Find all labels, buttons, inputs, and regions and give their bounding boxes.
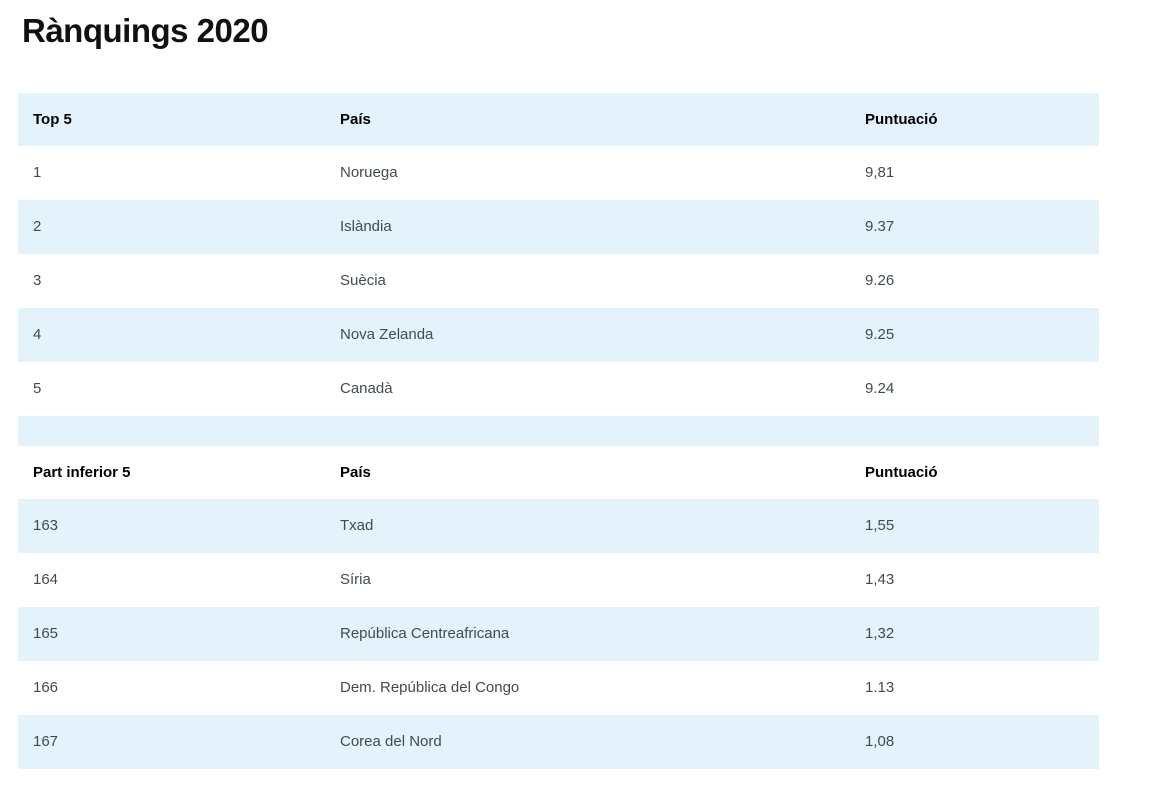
top-table-header-row: Top 5 País Puntuació bbox=[18, 92, 1099, 146]
cell-rank: 164 bbox=[33, 571, 59, 589]
cell-score: 9,81 bbox=[865, 164, 895, 182]
cell-country: Txad bbox=[340, 517, 374, 535]
cell-country: República Centreafricana bbox=[340, 625, 510, 643]
bottom-header-score: Puntuació bbox=[865, 463, 938, 481]
table-row: 5 Canadà 9.24 bbox=[18, 361, 1099, 416]
top-header-country: País bbox=[340, 110, 371, 128]
cell-country: Nova Zelanda bbox=[340, 326, 434, 344]
bottom-header-rank: Part inferior 5 bbox=[33, 463, 131, 481]
cell-rank: 167 bbox=[33, 733, 59, 751]
table-row: 165 República Centreafricana 1,32 bbox=[18, 606, 1099, 661]
cell-rank: 5 bbox=[33, 380, 42, 398]
cell-score: 9.25 bbox=[865, 326, 895, 344]
cell-rank: 1 bbox=[33, 164, 42, 182]
page-title: Rànquings 2020 bbox=[22, 12, 269, 49]
cell-country: Canadà bbox=[340, 380, 393, 398]
cell-score: 9.24 bbox=[865, 380, 895, 398]
cell-rank: 3 bbox=[33, 272, 42, 290]
table-row: 166 Dem. República del Congo 1.13 bbox=[18, 660, 1099, 715]
cell-score: 1,32 bbox=[865, 625, 895, 643]
cell-country: Islàndia bbox=[340, 218, 392, 236]
top-header-rank: Top 5 bbox=[33, 110, 72, 128]
cell-score: 1.13 bbox=[865, 679, 895, 697]
cell-score: 9.26 bbox=[865, 272, 895, 290]
cell-rank: 4 bbox=[33, 326, 42, 344]
cell-rank: 2 bbox=[33, 218, 42, 236]
bottom-table-header-row: Part inferior 5 País Puntuació bbox=[18, 445, 1099, 499]
rankings-table: Top 5 País Puntuació 1 Noruega 9,81 2 Is… bbox=[18, 92, 1099, 769]
cell-rank: 163 bbox=[33, 517, 59, 535]
cell-score: 1,08 bbox=[865, 733, 895, 751]
cell-score: 1,55 bbox=[865, 517, 895, 535]
table-row: 1 Noruega 9,81 bbox=[18, 145, 1099, 200]
spacer-row bbox=[18, 415, 1099, 446]
cell-country: Corea del Nord bbox=[340, 733, 442, 751]
cell-country: Dem. República del Congo bbox=[340, 679, 520, 697]
top-header-score: Puntuació bbox=[865, 110, 938, 128]
cell-country: Suècia bbox=[340, 272, 386, 290]
table-row: 3 Suècia 9.26 bbox=[18, 253, 1099, 308]
table-row: 167 Corea del Nord 1,08 bbox=[18, 714, 1099, 769]
table-row: 163 Txad 1,55 bbox=[18, 498, 1099, 553]
cell-country: Síria bbox=[340, 571, 371, 589]
cell-rank: 166 bbox=[33, 679, 59, 697]
cell-score: 1,43 bbox=[865, 571, 895, 589]
table-row: 4 Nova Zelanda 9.25 bbox=[18, 307, 1099, 362]
table-row: 164 Síria 1,43 bbox=[18, 552, 1099, 607]
table-row: 2 Islàndia 9.37 bbox=[18, 199, 1099, 254]
cell-score: 9.37 bbox=[865, 218, 895, 236]
cell-country: Noruega bbox=[340, 164, 398, 182]
bottom-header-country: País bbox=[340, 463, 371, 481]
cell-rank: 165 bbox=[33, 625, 59, 643]
